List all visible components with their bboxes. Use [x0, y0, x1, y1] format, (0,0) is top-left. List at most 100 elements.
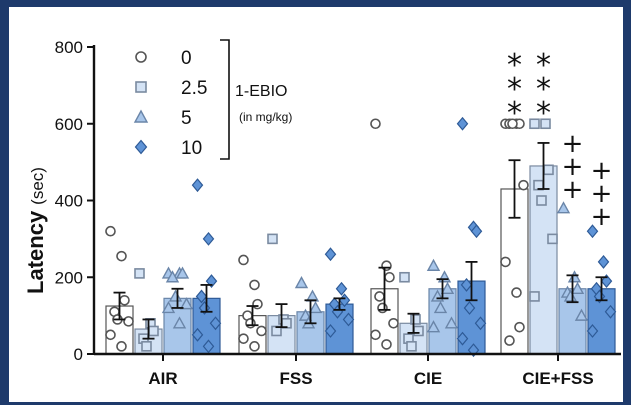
x-tick-label: FSS [279, 369, 312, 388]
y-tick-label: 200 [55, 268, 83, 287]
y-axis-title-main: Latency [23, 210, 48, 294]
data-point [474, 316, 487, 331]
data-point [377, 302, 388, 314]
data-point [267, 233, 278, 245]
x-tick-label: CIE+FSS [522, 369, 593, 388]
data-point [308, 300, 323, 314]
data-point [529, 118, 540, 130]
bar [529, 165, 558, 355]
significance-plus: + [562, 152, 584, 182]
legend-marker [135, 51, 147, 63]
data-point [586, 224, 599, 239]
legend-marker [133, 109, 149, 123]
axes-group: Latency (sec) AIR FSS CIE CIE+FSS [23, 45, 621, 388]
data-point [504, 335, 515, 346]
data-point [123, 316, 134, 327]
data-point [168, 289, 183, 302]
legend-label: 10 [181, 138, 202, 159]
figure-panel: 0 200 400 600 800 Latency (sec) AIR FSS CIE CIE+F… [9, 7, 623, 402]
data-point [586, 324, 599, 338]
data-point [514, 321, 525, 333]
data-point [175, 266, 190, 279]
data-point [249, 341, 260, 352]
data-point [252, 298, 263, 310]
error-bars-group [113, 142, 608, 340]
latency-bar-chart: 0 200 400 600 800 Latency (sec) AIR FSS CIE CIE+F… [23, 38, 621, 388]
data-point [370, 329, 381, 341]
significance-plus: + [562, 129, 584, 159]
data-point [116, 250, 127, 262]
data-point [165, 270, 180, 283]
data-point [374, 291, 385, 302]
data-point [388, 317, 399, 329]
data-point [540, 118, 551, 130]
data-point [191, 178, 204, 193]
y-tick-label: 600 [55, 115, 83, 134]
y-axis-title-unit: (sec) [28, 167, 47, 205]
data-point [202, 231, 215, 246]
data-point [179, 297, 194, 310]
data-point [249, 279, 260, 291]
legend-marker [134, 139, 148, 155]
data-point [209, 316, 222, 331]
x-tick-label: AIR [148, 369, 177, 388]
legend-marker [135, 81, 147, 93]
data-point [172, 316, 187, 329]
data-point [238, 254, 249, 266]
significance-star: * [507, 48, 522, 83]
points-group [105, 116, 617, 358]
data-point [370, 118, 381, 130]
data-point [426, 258, 441, 271]
legend-label: 0 [181, 48, 192, 69]
data-point [238, 333, 249, 344]
data-point [440, 281, 455, 294]
x-tick-label: CIE [414, 369, 442, 388]
data-point [456, 331, 469, 346]
data-point [381, 339, 392, 350]
data-point [500, 256, 511, 268]
legend-label: 2.5 [181, 78, 207, 99]
data-point [384, 271, 395, 283]
data-point [324, 247, 337, 262]
data-point [141, 341, 152, 352]
data-point [191, 327, 204, 342]
data-point [294, 276, 309, 289]
data-point [547, 233, 558, 245]
data-point [134, 268, 145, 279]
data-point [245, 317, 256, 329]
data-point [410, 314, 421, 325]
data-point [105, 329, 116, 341]
data-point [463, 301, 476, 315]
data-point [119, 294, 130, 306]
data-point [529, 291, 540, 302]
legend-bracket [220, 39, 230, 160]
significance-star: * [536, 48, 551, 83]
data-point [556, 201, 571, 214]
significance-star: * [507, 96, 522, 131]
data-point [597, 254, 610, 269]
data-point [433, 300, 448, 314]
data-point [426, 320, 441, 333]
data-point [604, 304, 617, 319]
data-point [381, 260, 392, 272]
data-point [399, 271, 410, 283]
data-point [413, 325, 424, 337]
data-point [116, 341, 127, 352]
data-point [543, 164, 554, 176]
y-tick-label: 400 [55, 192, 83, 211]
data-point [161, 300, 176, 314]
data-point [460, 277, 473, 292]
data-point [256, 325, 267, 337]
data-point [406, 341, 417, 352]
data-point [570, 281, 585, 294]
significance-star: * [507, 72, 522, 107]
annotations-group: ******++++++ [507, 48, 612, 232]
data-point [148, 325, 159, 337]
data-point [574, 308, 589, 321]
data-point [342, 312, 355, 327]
data-point [195, 289, 208, 304]
data-point [567, 270, 582, 283]
significance-plus: + [562, 175, 584, 205]
y-axis-title: Latency (sec) [23, 167, 48, 294]
data-point [437, 270, 452, 283]
